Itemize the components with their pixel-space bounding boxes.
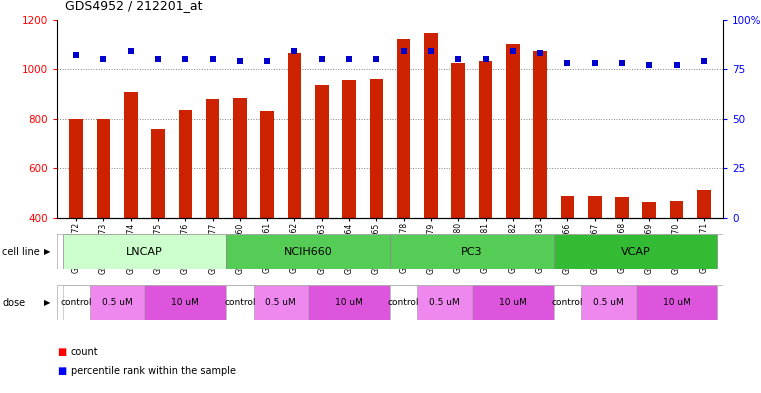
Bar [253,285,308,320]
Point [316,56,328,62]
Bar [226,234,390,269]
Point [397,48,409,55]
Bar [554,234,718,269]
Point [425,48,437,55]
Point [125,48,137,55]
Point [643,62,655,68]
Bar [642,202,656,218]
Point [562,60,574,66]
Bar [472,285,554,320]
Text: 0.5 uM: 0.5 uM [266,298,296,307]
Bar [506,44,520,218]
Text: control: control [552,298,583,307]
Bar [260,112,274,218]
Bar [69,119,83,218]
Text: ■: ■ [57,347,66,357]
Bar [179,110,193,218]
Point [206,56,218,62]
Point [479,56,492,62]
Text: control: control [60,298,92,307]
Text: 0.5 uM: 0.5 uM [593,298,624,307]
Bar [233,98,247,218]
Bar [635,285,718,320]
Point [152,56,164,62]
Bar [97,119,110,218]
Text: VCAP: VCAP [621,246,651,257]
Bar [479,61,492,218]
Text: 10 uM: 10 uM [335,298,363,307]
Bar [124,92,138,218]
Bar [417,285,472,320]
Point [698,58,710,64]
Bar [315,85,329,218]
Point [97,56,110,62]
Bar [308,285,390,320]
Bar [226,285,253,320]
Point [288,48,301,55]
Point [670,62,683,68]
Bar [342,81,356,218]
Text: 10 uM: 10 uM [171,298,199,307]
Text: count: count [71,347,98,357]
Bar [424,33,438,218]
Text: percentile rank within the sample: percentile rank within the sample [71,366,236,376]
Bar [370,79,384,218]
Text: dose: dose [2,298,25,308]
Point [507,48,519,55]
Point [616,60,628,66]
Text: PC3: PC3 [461,246,482,257]
Point [588,60,600,66]
Text: ■: ■ [57,366,66,376]
Bar [288,53,301,218]
Point [371,56,383,62]
Bar [451,63,465,218]
Point [70,52,82,59]
Point [534,50,546,57]
Text: 10 uM: 10 uM [663,298,690,307]
Point [180,56,192,62]
Bar [151,129,165,218]
Text: control: control [224,298,256,307]
Bar [205,99,219,218]
Point [261,58,273,64]
Text: GDS4952 / 212201_at: GDS4952 / 212201_at [65,0,202,12]
Text: LNCAP: LNCAP [126,246,163,257]
Bar [145,285,226,320]
Bar [62,234,226,269]
Text: cell line: cell line [2,246,40,257]
Point [452,56,464,62]
Point [343,56,355,62]
Bar [697,189,711,218]
Text: 10 uM: 10 uM [499,298,527,307]
Text: 0.5 uM: 0.5 uM [102,298,132,307]
Bar [561,196,575,218]
Text: ▶: ▶ [44,247,51,256]
Bar [90,285,145,320]
Bar [396,40,410,218]
Bar [62,285,90,320]
Point [234,58,246,64]
Text: 0.5 uM: 0.5 uM [429,298,460,307]
Bar [581,285,635,320]
Bar [533,51,547,218]
Text: NCIH660: NCIH660 [284,246,333,257]
Bar [554,285,581,320]
Bar [390,234,554,269]
Bar [670,201,683,218]
Bar [587,196,601,218]
Text: ▶: ▶ [44,298,51,307]
Bar [615,197,629,218]
Text: control: control [388,298,419,307]
Bar [390,285,417,320]
